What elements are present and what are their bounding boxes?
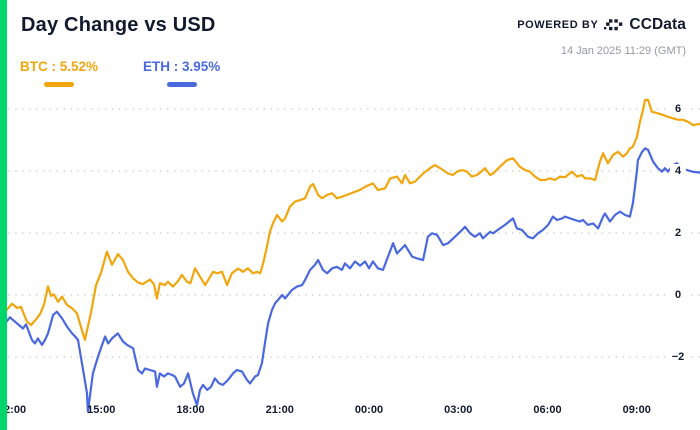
legend-label-eth: ETH : 3.95%: [143, 59, 221, 74]
powered-by-label: POWERED BY: [517, 19, 599, 31]
timestamp: 14 Jan 2025 11:29 (GMT): [560, 45, 686, 57]
x-axis-label: 09:00: [622, 404, 651, 416]
page-title: Day Change vs USD: [21, 14, 216, 36]
legend-label-btc: BTC : 5.52%: [20, 59, 99, 74]
eth-line: [0, 147, 700, 413]
y-axis-label: 0: [669, 288, 687, 302]
y-axis-label: −2: [666, 350, 690, 364]
legend-item-btc[interactable]: BTC : 5.52%: [20, 59, 98, 87]
y-axis-label: 4: [669, 164, 687, 178]
accent-bar: [0, 0, 7, 430]
legend-swatch-btc: [44, 82, 75, 87]
legend-item-eth[interactable]: ETH : 3.95%: [143, 59, 220, 87]
x-axis-label: 18:00: [176, 404, 205, 416]
y-axis-label: 6: [669, 102, 687, 116]
x-axis-label: 03:00: [444, 404, 473, 416]
ccdata-logo-icon: [604, 19, 623, 31]
brand-row: POWERED BY CCData: [517, 16, 686, 34]
y-axis-label: 2: [669, 226, 687, 240]
legend-swatch-eth: [166, 82, 197, 87]
x-axis-label: 21:00: [265, 404, 294, 416]
x-axis-label: 15:00: [87, 404, 116, 416]
x-axis-label: 06:00: [533, 404, 562, 416]
x-axis-label: 00:00: [354, 404, 384, 416]
btc-line: [0, 98, 700, 341]
brand-name: CCData: [629, 16, 686, 33]
